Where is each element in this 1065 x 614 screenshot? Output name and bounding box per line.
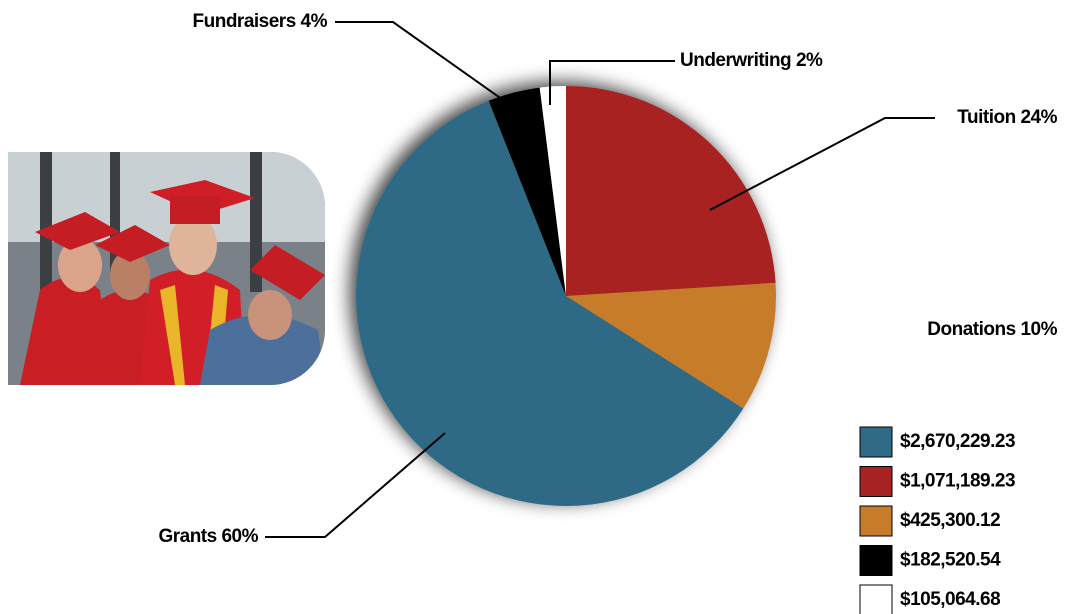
pie-slice <box>566 282 776 409</box>
legend-swatch <box>859 505 893 537</box>
slice-label: Tuition 24% <box>957 107 1057 128</box>
pie-slice <box>488 87 566 296</box>
pie-slice <box>356 100 744 506</box>
legend-swatch <box>859 466 893 497</box>
slice-label: Underwriting 2% <box>680 50 823 71</box>
slice-label: Donations 10% <box>927 319 1057 340</box>
legend-label: $105,064.68 <box>900 589 1000 610</box>
pie <box>356 86 776 506</box>
legend-label: $182,520.54 <box>900 550 1001 571</box>
pie-slice <box>539 86 566 296</box>
slice-label: Fundraisers 4% <box>193 11 328 32</box>
leader-line <box>265 432 446 538</box>
pie-slice <box>566 86 776 296</box>
legend-swatch <box>859 545 893 576</box>
legend-label: $1,071,189.23 <box>900 471 1015 492</box>
leader-line <box>709 117 935 211</box>
photo <box>8 152 325 385</box>
legend-swatch <box>859 584 893 614</box>
legend-label: $2,670,229.23 <box>900 431 1015 452</box>
legend-label: $425,300.12 <box>900 510 1000 531</box>
leader-line <box>335 21 521 113</box>
leader-line <box>549 60 675 105</box>
legend-swatch <box>859 426 893 458</box>
slice-label: Grants 60% <box>158 526 258 547</box>
